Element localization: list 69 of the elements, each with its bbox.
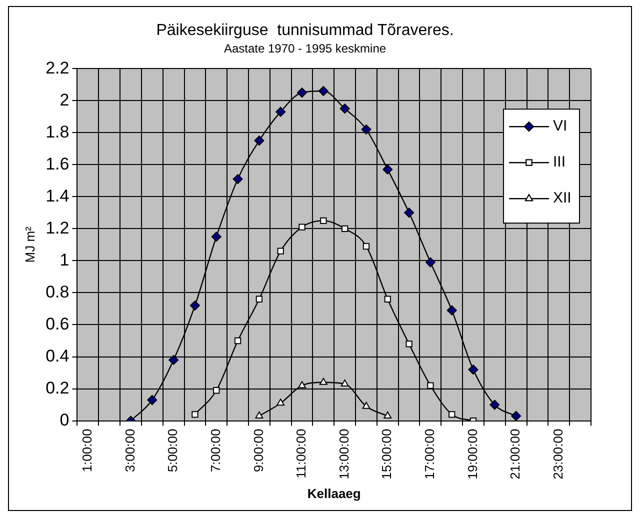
point [234,337,242,344]
x-tick-label: 7:00:00 [208,428,223,472]
y-tick-label: 0.2 [46,378,70,398]
point [425,257,436,268]
y-tick-label: 1.8 [46,122,70,142]
point [255,411,264,418]
y-tick-label: 1.2 [46,218,70,238]
y-tick-label: 0.6 [46,314,70,334]
point [298,224,306,230]
legend-label: VI [553,118,568,135]
x-tick-label: 11:00:00 [294,428,309,478]
point [468,364,478,375]
x-tick-label: 9:00:00 [250,428,266,472]
point [361,124,372,134]
point [341,225,348,232]
x-axis-title: Kellaaeg [307,486,361,501]
point [147,394,158,405]
y-tick-label: 0.4 [46,346,70,366]
point [490,400,500,410]
point [297,88,308,98]
point [362,242,370,250]
x-tick-label: 5:00:00 [165,428,180,472]
point [298,381,306,388]
point [427,382,434,389]
point [256,296,263,302]
point [168,354,179,365]
point [319,378,328,385]
y-tick-label: 2 [60,90,70,110]
point [404,208,414,218]
point [384,411,392,418]
point [213,387,220,394]
y-tick-label: 0 [60,410,70,430]
y-tick-label: 1 [60,250,70,270]
x-tick-label: 19:00:00 [464,428,480,480]
y-axis-title: MJ m² [22,226,38,263]
point [190,300,200,311]
x-tick-label: 13:00:00 [336,428,352,480]
point [277,248,284,254]
point [382,164,393,174]
point [318,86,328,96]
y-tick-label: 2.2 [46,58,70,78]
point [276,106,286,117]
y-tick-label: 1.6 [46,154,70,174]
point [448,411,456,418]
point [232,174,243,184]
point [192,411,198,418]
y-tick-label: 0.8 [46,282,70,302]
y-tick-label: 1.4 [46,186,70,206]
x-tick-label: 23:00:00 [550,428,566,480]
point [211,232,222,242]
legend-label: III [553,154,566,171]
point [340,104,350,114]
legend-label: XII [553,190,572,207]
chart-title: Päikesekiirguse tunnisummad Tõraveres. [156,22,454,40]
x-tick-label: 1:00:00 [80,428,95,472]
point [320,217,327,224]
x-tick-label: 3:00:00 [122,428,138,472]
point [384,296,391,302]
x-tick-label: 15:00:00 [379,428,394,480]
point [340,379,349,386]
chart-subtitle: Aastate 1970 - 1995 keskmine [224,42,386,56]
point [446,305,457,316]
x-tick-label: 21:00:00 [508,428,523,480]
point [406,340,412,348]
point [511,410,522,421]
x-tick-label: 17:00:00 [422,428,438,480]
point [276,398,285,406]
point [254,136,264,146]
point [362,402,370,409]
